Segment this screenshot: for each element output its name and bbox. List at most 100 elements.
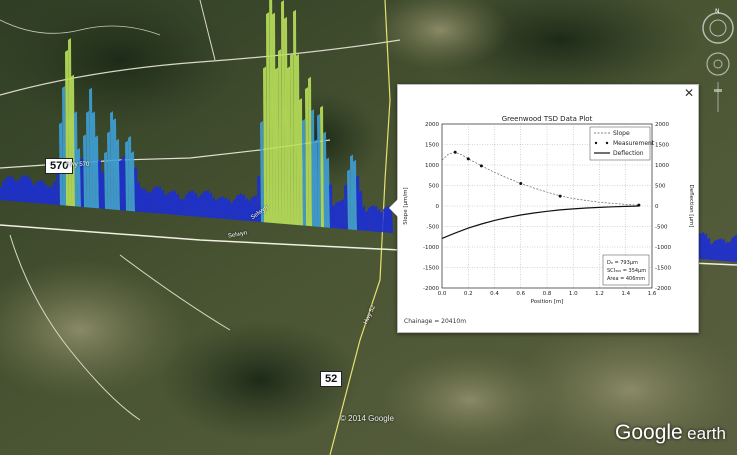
deflection-bar — [95, 135, 99, 209]
x-tick-label: 1.2 — [595, 291, 604, 297]
deflection-bar — [32, 184, 36, 204]
measurement-point — [558, 194, 562, 198]
x-tick-label: 1.4 — [621, 291, 630, 297]
deflection-bar — [122, 155, 126, 211]
deflection-bar — [353, 159, 357, 231]
deflection-bar — [77, 147, 81, 207]
y-tick-label: -1500 — [423, 266, 439, 272]
y-tick-label: 500 — [429, 184, 440, 190]
deflection-bar — [29, 178, 33, 203]
deflection-bar — [11, 176, 15, 202]
grid-lines — [442, 124, 652, 288]
measurement-point — [466, 157, 470, 161]
x-axis-ticks: 0.0 0.2 0.4 0.6 0.8 1.0 1.2 1.4 1.6 — [438, 291, 657, 297]
deflection-bar — [197, 196, 201, 217]
deflection-bar — [119, 159, 123, 211]
y2-tick-label: 500 — [655, 184, 666, 190]
chart-annotation: D₀ = 793µm SCI₃₀₀ = 354µm Area = 406mm — [602, 254, 650, 286]
deflection-bar — [158, 185, 162, 214]
deflection-bar — [0, 186, 3, 201]
annotation-sci: SCI₃₀₀ = 354µm — [607, 268, 646, 274]
deflection-bar — [20, 175, 24, 203]
deflection-bar — [308, 76, 312, 227]
deflection-bar — [362, 205, 366, 231]
look-joystick[interactable] — [706, 52, 730, 76]
y2-tick-label: 1000 — [655, 163, 669, 169]
y-tick-label: 2000 — [425, 122, 439, 128]
deflection-bar — [8, 175, 12, 202]
chainage-label: Chainage = 20410m — [404, 318, 467, 325]
deflection-profile-bars — [0, 0, 737, 263]
legend-deflection: Deflection — [613, 150, 644, 157]
series-layer — [441, 150, 641, 239]
x-tick-label: 1.6 — [648, 291, 657, 297]
deflection-bar — [242, 194, 246, 221]
deflection-bar — [200, 193, 204, 218]
annotation-d0: D₀ = 793µm — [607, 260, 638, 266]
deflection-bar — [332, 204, 336, 229]
deflection-bar — [107, 131, 111, 210]
deflection-bar — [35, 181, 39, 204]
deflection-bar — [359, 190, 363, 231]
deflection-bar — [188, 190, 192, 217]
deflection-bar — [341, 198, 345, 230]
deflection-bar — [374, 205, 378, 232]
deflection-bar — [731, 236, 735, 262]
deflection-bar — [194, 192, 198, 217]
legend-measurement: Measurement — [613, 140, 655, 147]
deflection-bar — [38, 179, 42, 204]
deflection-bar — [365, 210, 369, 232]
annotation-area: Area = 406mm — [607, 276, 645, 282]
deflection-bar — [218, 196, 222, 219]
balloon-pointer — [389, 199, 398, 217]
deflection-bar — [728, 240, 732, 262]
info-balloon: ✕ Greenwood TSD Data Plot 2000 1500 1000 50… — [389, 84, 699, 333]
deflection-bar — [311, 109, 315, 227]
chart-title: Greenwood TSD Data Plot — [502, 115, 593, 123]
deflection-bar — [716, 238, 720, 261]
deflection-bar — [140, 187, 144, 213]
deflection-bar — [227, 198, 231, 220]
y2-tick-label: -1000 — [655, 245, 671, 251]
deflection-bar — [173, 190, 177, 215]
chart-legend: Slope Measurement Deflection — [589, 126, 655, 161]
deflection-line — [441, 205, 639, 239]
deflection-bar — [74, 111, 78, 207]
deflection-bar — [287, 66, 291, 225]
measurement-point — [479, 164, 483, 168]
deflection-bar — [710, 242, 714, 261]
deflection-bar — [128, 135, 132, 212]
deflection-bar — [722, 238, 726, 262]
navigation-controls[interactable]: N — [700, 4, 736, 114]
google-earth-logo: Google earth — [615, 421, 726, 444]
deflection-bar — [137, 181, 141, 212]
y-tick-label: -1000 — [423, 245, 439, 251]
compass-ring[interactable] — [702, 12, 734, 44]
x-tick-label: 1.0 — [569, 291, 578, 297]
y2-tick-label: 2000 — [655, 122, 669, 128]
y2-tick-label: -500 — [655, 225, 668, 231]
deflection-bar — [299, 98, 303, 226]
x-tick-label: 0.2 — [464, 291, 473, 297]
deflection-bar — [713, 240, 717, 261]
deflection-bar — [179, 198, 183, 216]
deflection-bar — [251, 196, 255, 222]
deflection-bar — [176, 193, 180, 216]
deflection-bar — [215, 199, 219, 219]
close-icon[interactable]: ✕ — [683, 86, 694, 100]
y2-tick-label: 1500 — [655, 143, 669, 149]
deflection-bar — [167, 191, 171, 215]
route-570-shield: 570 — [45, 158, 74, 174]
zoom-slider[interactable] — [714, 82, 722, 112]
compass-north-label: N — [715, 8, 720, 15]
deflection-bar — [203, 190, 207, 218]
deflection-bar — [266, 12, 270, 223]
deflection-bar — [698, 232, 702, 260]
deflection-bar — [47, 186, 51, 205]
deflection-bar — [275, 67, 279, 224]
deflection-bar — [134, 166, 138, 212]
deflection-bar — [314, 139, 318, 227]
deflection-bar — [719, 237, 723, 261]
deflection-bar — [83, 134, 87, 208]
